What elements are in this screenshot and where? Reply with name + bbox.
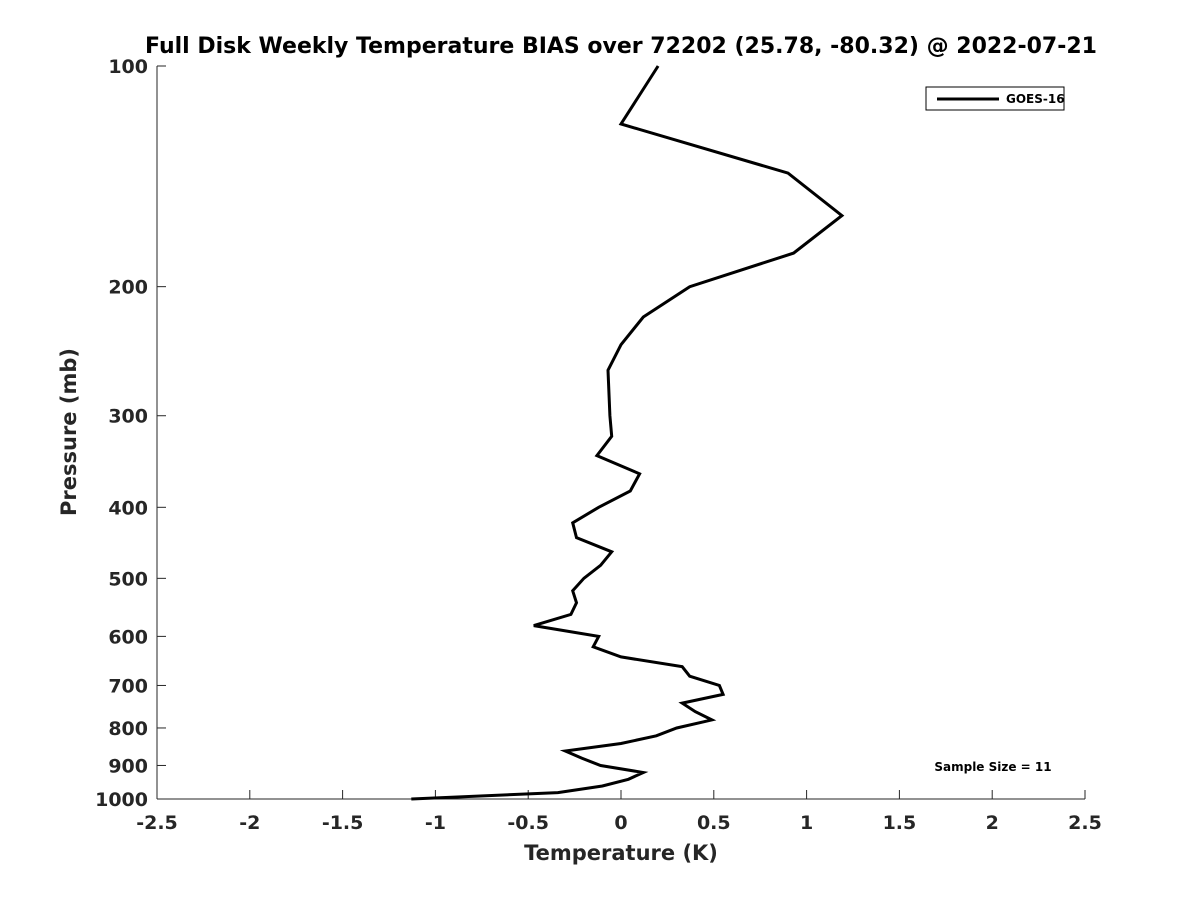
series-line-goes-16 (411, 65, 845, 801)
y-tick-label: 600 (108, 626, 148, 648)
y-tick-label: 300 (108, 406, 148, 428)
y-tick-label: 900 (108, 755, 148, 777)
y-tick-label: 500 (108, 568, 148, 590)
y-tick-label: 400 (108, 497, 148, 519)
x-tick-label: 2 (986, 812, 999, 834)
y-tick-label: 700 (108, 675, 148, 697)
x-tick-label: 2.5 (1068, 812, 1102, 834)
x-tick-label: 0 (614, 812, 627, 834)
chart-title: Full Disk Weekly Temperature BIAS over 7… (145, 34, 1097, 59)
sample-size-annotation: Sample Size = 11 (934, 760, 1051, 774)
y-tick-label: 1000 (95, 789, 148, 811)
legend-label-goes-16: GOES-16 (1006, 92, 1065, 106)
y-tick-label: 800 (108, 718, 148, 740)
y-tick-label: 200 (108, 277, 148, 299)
y-tick-label: 100 (108, 56, 148, 78)
x-tick-label: -1.5 (322, 812, 364, 834)
x-tick-label: -1 (425, 812, 446, 834)
x-tick-label: 1 (800, 812, 813, 834)
legend: GOES-16 (925, 86, 1065, 111)
y-axis-label: Pressure (mb) (57, 348, 81, 516)
x-tick-label: -2 (239, 812, 260, 834)
axes (156, 66, 1085, 800)
x-tick-label: 0.5 (697, 812, 731, 834)
x-axis-label: Temperature (K) (524, 841, 718, 865)
x-tick-label: 1.5 (883, 812, 917, 834)
x-tick-label: -2.5 (136, 812, 178, 834)
x-tick-label: -0.5 (507, 812, 549, 834)
